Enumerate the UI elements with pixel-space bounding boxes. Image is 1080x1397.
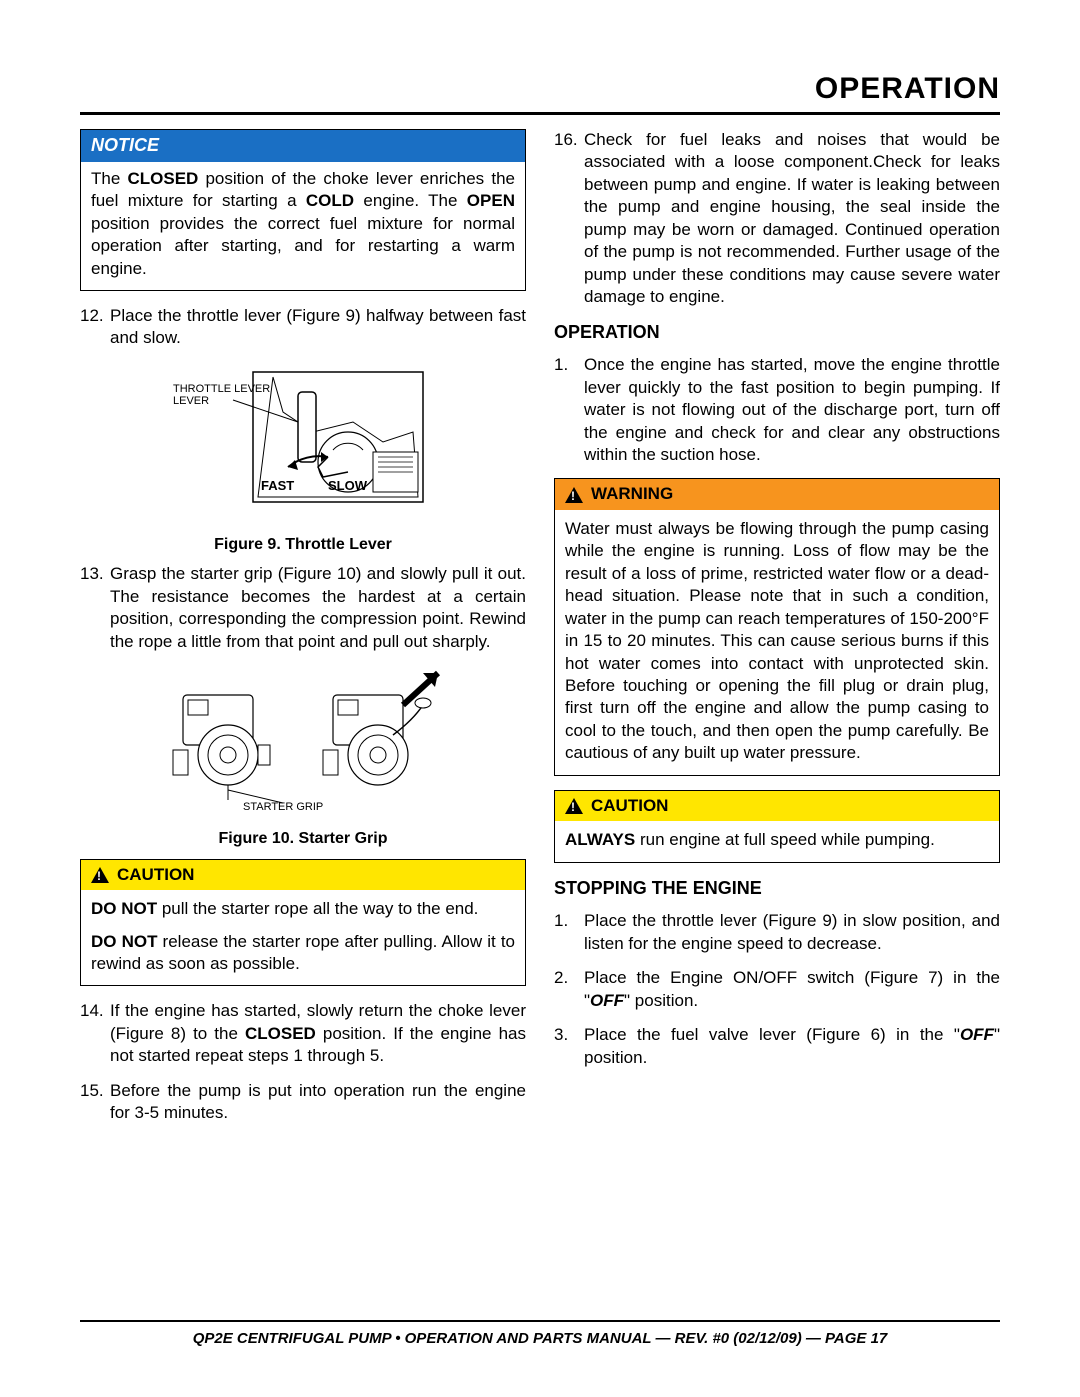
footer-text: QP2E CENTRIFUGAL PUMP • OPERATION AND PA…	[80, 1330, 1000, 1347]
header-rule	[80, 112, 1000, 115]
warning-label: WARNING	[591, 483, 673, 505]
step-text: If the engine has started, slowly return…	[110, 1000, 526, 1067]
stopping-heading: STOPPING THE ENGINE	[554, 877, 1000, 901]
step-14: 14. If the engine has started, slowly re…	[80, 1000, 526, 1067]
stop-step-2: 2. Place the Engine ON/OFF switch (Figur…	[554, 967, 1000, 1012]
caution-label: CAUTION	[117, 864, 194, 886]
warning-triangle-icon	[565, 798, 583, 814]
warning-triangle-icon	[565, 487, 583, 503]
step-13: 13. Grasp the starter grip (Figure 10) a…	[80, 563, 526, 653]
figure-10: STARTER GRIP Figure 10. Starter Grip	[80, 665, 526, 849]
warning-box: WARNING Water must always be flowing thr…	[554, 478, 1000, 775]
caution-label: CAUTION	[591, 795, 668, 817]
notice-body: The CLOSED position of the choke lever e…	[81, 162, 525, 290]
step-number: 2.	[554, 967, 584, 1012]
step-number: 16.	[554, 129, 584, 309]
step-number: 15.	[80, 1080, 110, 1125]
notice-box: NOTICE The CLOSED position of the choke …	[80, 129, 526, 291]
operation-step-1: 1. Once the engine has started, move the…	[554, 354, 1000, 466]
step-number: 12.	[80, 305, 110, 350]
step-text: Grasp the starter grip (Figure 10) and s…	[110, 563, 526, 653]
caution-box-1: CAUTION DO NOT pull the starter rope all…	[80, 859, 526, 987]
figure-9: THROTTLE LEVER LEVER FAST SLOW Figure 9.…	[80, 362, 526, 556]
step-number: 1.	[554, 910, 584, 955]
warning-triangle-icon	[91, 867, 109, 883]
operation-heading: OPERATION	[554, 321, 1000, 345]
stopping-steps: 1. Place the throttle lever (Figure 9) i…	[554, 910, 1000, 1069]
step-text: Before the pump is put into operation ru…	[110, 1080, 526, 1125]
step-text: Place the throttle lever (Figure 9) half…	[110, 305, 526, 350]
steps-12: 12. Place the throttle lever (Figure 9) …	[80, 305, 526, 350]
page: OPERATION NOTICE The CLOSED position of …	[0, 0, 1080, 1397]
caution-box-2: CAUTION ALWAYS run engine at full speed …	[554, 790, 1000, 863]
steps-16: 16. Check for fuel leaks and noises that…	[554, 129, 1000, 309]
starter-grip-illustration: STARTER GRIP	[153, 665, 453, 815]
step-number: 13.	[80, 563, 110, 653]
step-text: Place the throttle lever (Figure 9) in s…	[584, 910, 1000, 955]
warning-body: Water must always be flowing through the…	[555, 510, 999, 775]
stop-step-3: 3. Place the fuel valve lever (Figure 6)…	[554, 1024, 1000, 1069]
step-number: 1.	[554, 354, 584, 466]
warning-header: WARNING	[555, 479, 999, 509]
caution-p1: DO NOT pull the starter rope all the way…	[91, 898, 515, 920]
step-text: Check for fuel leaks and noises that wou…	[584, 129, 1000, 309]
caution-p2: DO NOT release the starter rope after pu…	[91, 931, 515, 976]
caution-header: CAUTION	[81, 860, 525, 890]
stop-step-1: 1. Place the throttle lever (Figure 9) i…	[554, 910, 1000, 955]
step-15: 15. Before the pump is put into operatio…	[80, 1080, 526, 1125]
step-12: 12. Place the throttle lever (Figure 9) …	[80, 305, 526, 350]
caution-header: CAUTION	[555, 791, 999, 821]
label-slow: SLOW	[328, 478, 368, 493]
label-throttle: THROTTLE LEVER	[173, 383, 270, 395]
label-fast: FAST	[261, 478, 294, 493]
steps-14-15: 14. If the engine has started, slowly re…	[80, 1000, 526, 1124]
footer-rule	[80, 1320, 1000, 1322]
step-text: Place the Engine ON/OFF switch (Figure 7…	[584, 967, 1000, 1012]
throttle-lever-illustration: THROTTLE LEVER LEVER FAST SLOW	[173, 362, 433, 522]
step-text: Once the engine has started, move the en…	[584, 354, 1000, 466]
caution-body: DO NOT pull the starter rope all the way…	[81, 890, 525, 985]
left-column: NOTICE The CLOSED position of the choke …	[80, 129, 526, 1320]
step-number: 14.	[80, 1000, 110, 1067]
page-title: OPERATION	[80, 72, 1000, 112]
step-number: 3.	[554, 1024, 584, 1069]
right-column: 16. Check for fuel leaks and noises that…	[554, 129, 1000, 1320]
steps-13: 13. Grasp the starter grip (Figure 10) a…	[80, 563, 526, 653]
operation-steps: 1. Once the engine has started, move the…	[554, 354, 1000, 466]
svg-text:LEVER: LEVER	[173, 395, 209, 407]
caution-body: ALWAYS run engine at full speed while pu…	[555, 821, 999, 861]
step-text: Place the fuel valve lever (Figure 6) in…	[584, 1024, 1000, 1069]
notice-header: NOTICE	[81, 130, 525, 162]
content-columns: NOTICE The CLOSED position of the choke …	[80, 129, 1000, 1320]
footer: QP2E CENTRIFUGAL PUMP • OPERATION AND PA…	[80, 1320, 1000, 1347]
label-starter-grip: STARTER GRIP	[243, 801, 323, 813]
figure-10-caption: Figure 10. Starter Grip	[80, 828, 526, 849]
step-16: 16. Check for fuel leaks and noises that…	[554, 129, 1000, 309]
figure-9-caption: Figure 9. Throttle Lever	[80, 534, 526, 555]
